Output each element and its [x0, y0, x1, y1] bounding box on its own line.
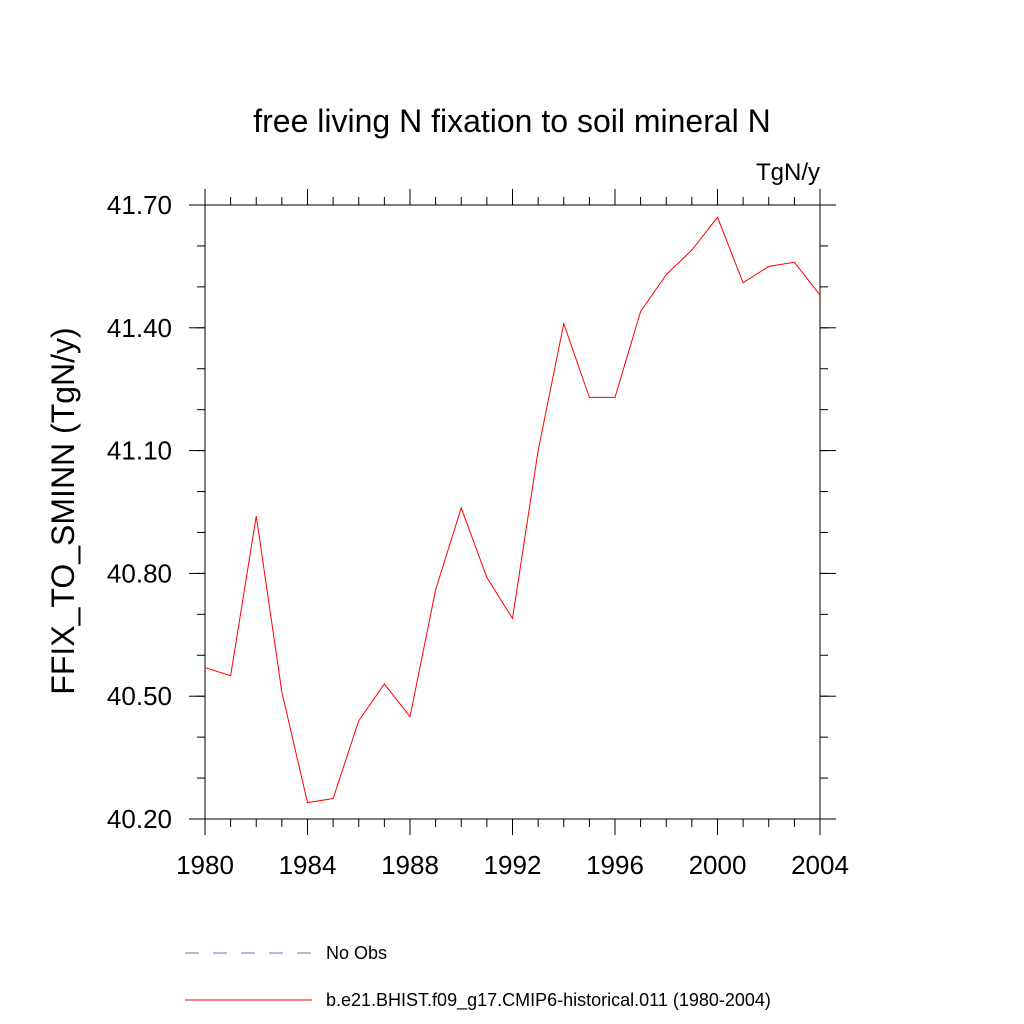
y-tick-label: 41.10 [107, 436, 172, 466]
x-tick-labels: 1980 1984 1988 1992 1996 2000 2004 [176, 850, 849, 880]
data-point [742, 281, 745, 284]
x-tick-label: 2004 [791, 850, 849, 880]
units-label: TgN/y [756, 159, 820, 186]
x-tick-label: 1984 [279, 850, 337, 880]
data-point [306, 801, 309, 804]
data-point [690, 249, 693, 252]
x-tick-label: 1980 [176, 850, 234, 880]
data-point [485, 576, 488, 579]
data-point [819, 294, 822, 297]
legend-label-no-obs: No Obs [326, 943, 387, 963]
data-point [409, 715, 412, 718]
data-point [639, 310, 642, 313]
x-tick-label: 1992 [484, 850, 542, 880]
data-point [204, 666, 207, 669]
y-tick-label: 41.70 [107, 190, 172, 220]
y-tick-label: 40.50 [107, 681, 172, 711]
data-point [229, 674, 232, 677]
data-point [665, 273, 668, 276]
data-point [357, 719, 360, 722]
chart-title: free living N fixation to soil mineral N [253, 103, 771, 139]
x-tick-label: 1988 [381, 850, 439, 880]
data-point [716, 216, 719, 219]
plot-frame [204, 204, 821, 820]
data-point [562, 322, 565, 325]
y-axis-label: FFIX_TO_SMINN (TgN/y) [45, 327, 81, 694]
data-point [793, 261, 796, 264]
series-lines [204, 216, 822, 804]
series-line-0 [204, 216, 821, 804]
data-point [434, 588, 437, 591]
data-point [332, 797, 335, 800]
major-ticks [189, 189, 836, 835]
data-point [255, 515, 258, 518]
x-tick-label: 1996 [586, 850, 644, 880]
x-tick-label: 2000 [689, 850, 747, 880]
y-tick-label: 41.40 [107, 313, 172, 343]
data-point [383, 682, 386, 685]
y-tick-label: 40.80 [107, 558, 172, 588]
data-point [460, 506, 463, 509]
data-point [588, 396, 591, 399]
data-point [280, 691, 283, 694]
data-point [511, 617, 514, 620]
legend-label-historical: b.e21.BHIST.f09_g17.CMIP6-historical.011… [326, 990, 771, 1011]
y-tick-labels: 40.20 40.50 40.80 41.10 41.40 41.70 [107, 190, 172, 834]
data-point [614, 396, 617, 399]
legend: No Obs b.e21.BHIST.f09_g17.CMIP6-histori… [185, 943, 771, 1011]
data-point [537, 449, 540, 452]
y-tick-label: 40.20 [107, 804, 172, 834]
data-point [767, 265, 770, 268]
